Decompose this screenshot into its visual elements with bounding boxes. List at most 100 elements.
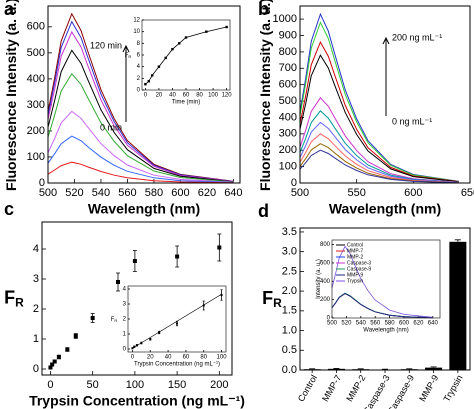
x-tick-label: MMP-9	[417, 373, 440, 403]
axes-frame	[41, 221, 233, 376]
series-line	[331, 293, 433, 319]
y-tick-label: 2.0	[282, 285, 297, 297]
series-line	[47, 12, 234, 182]
x-tick-label: Trypsin	[441, 373, 464, 403]
point	[135, 344, 138, 347]
point	[158, 331, 161, 334]
point	[140, 342, 143, 344]
x-tick-label: 100	[217, 355, 228, 361]
x-tick-label: 540	[356, 321, 367, 327]
y-tick-label: 0	[123, 347, 127, 353]
y-axis-title-sub: R	[128, 54, 131, 59]
x-tick-label: 0	[47, 379, 53, 391]
x-tick-label: 580	[385, 321, 396, 327]
y-tick-label: 100	[279, 161, 297, 173]
series-line	[299, 149, 459, 184]
y-tick-label: 300	[27, 99, 45, 111]
legend-label: MMP-7	[347, 248, 363, 254]
x-tick-label: 600	[171, 187, 189, 199]
y-tick-label: 600	[27, 21, 45, 33]
x-tick-label: 560	[370, 321, 381, 327]
bar	[327, 368, 345, 370]
x-tick-label: 500	[291, 187, 309, 199]
panel-label: a	[4, 0, 15, 19]
panel-label: b	[258, 0, 269, 19]
y-tick-label: 0	[137, 88, 141, 94]
y-axis-title: Intensity (a. u.)	[316, 259, 322, 299]
point	[144, 82, 147, 86]
y-tick-label: 12	[133, 18, 140, 24]
x-tick-label: 100	[208, 93, 219, 99]
y-axis-title: Fluorescence Intensity (a. u.)	[257, 0, 273, 191]
point	[178, 42, 181, 45]
x-tick-label: 60	[183, 93, 190, 99]
point	[217, 245, 222, 250]
x-tick-label: 60	[183, 355, 190, 361]
x-tick-label: 640	[428, 321, 439, 327]
y-tick-label: 700	[279, 62, 297, 74]
axes-frame	[299, 5, 471, 184]
x-tick-label: 500	[39, 187, 57, 199]
panel: b 0 100 200 300 400 500 600 700 800 900 1000 500 550 6…	[257, 0, 474, 217]
series-line	[299, 143, 459, 184]
x-tick-label: 520	[65, 187, 83, 199]
y-tick-label: 4	[33, 243, 39, 255]
x-tick-label: 20	[147, 355, 154, 361]
y-tick-label: 3	[123, 302, 127, 308]
x-tick-label: 600	[404, 187, 422, 199]
annotation-arrow	[122, 44, 130, 122]
y-axis-title: FR	[125, 53, 132, 59]
x-tick-label: MMP-2	[344, 373, 367, 403]
x-tick-label: 40	[165, 355, 172, 361]
point	[90, 316, 95, 320]
x-tick-label: MMP-7	[320, 373, 343, 403]
y-tick-label: 6	[137, 53, 141, 59]
y-tick-label: 3.0	[282, 246, 297, 258]
bar	[449, 241, 467, 370]
y-tick-label: 600	[320, 261, 331, 267]
y-tick-label: 500	[27, 47, 45, 59]
y-tick-label: 800	[279, 46, 297, 58]
y-tick-label: 400	[279, 111, 297, 123]
series-line	[299, 110, 459, 183]
series-line	[299, 54, 459, 183]
x-axis-title: Wavelength (nm)	[88, 201, 200, 217]
y-tick-label: 1000	[273, 13, 297, 25]
legend-label: Control	[347, 242, 363, 248]
annotation: 0 min	[100, 122, 122, 132]
y-tick-label: 0	[33, 363, 39, 375]
x-axis-title: Wavelength (nm)	[329, 201, 441, 217]
y-tick-label: 800	[320, 242, 331, 248]
legend-label: MMP-2	[347, 254, 363, 260]
error-bar	[454, 239, 461, 242]
point	[175, 254, 180, 259]
y-tick-label: 3	[33, 273, 39, 285]
y-tick-label: 2.5	[282, 265, 297, 277]
series-line	[145, 26, 227, 85]
legend-label: Caspase-9	[347, 266, 371, 272]
axes-frame	[331, 239, 441, 319]
y-tick-label: 3.5	[282, 226, 297, 238]
y-tick-label: 4	[123, 287, 127, 293]
y-axis-title: FR	[4, 287, 24, 309]
x-axis-title: Trypsin Concentration (ng mL⁻¹)	[134, 362, 220, 368]
y-axis-title-main: F	[111, 317, 115, 323]
y-axis-title-sub: R	[273, 296, 282, 310]
y-axis-title-main: Intensity (a. u.)	[316, 259, 322, 299]
series-line	[47, 20, 234, 182]
x-tick-label: 200	[210, 379, 228, 391]
point	[73, 334, 78, 338]
x-tick-label: 650	[461, 187, 474, 199]
point	[56, 355, 61, 359]
y-tick-label: 1.0	[282, 324, 297, 336]
y-tick-label: 8	[137, 41, 141, 47]
x-tick-label: 150	[168, 379, 186, 391]
y-tick-label: 400	[320, 279, 331, 285]
x-tick-label: 120	[222, 93, 233, 99]
y-tick-label: 2	[33, 303, 39, 315]
y-axis-title: FR	[262, 288, 282, 310]
x-tick-label: 40	[169, 93, 176, 99]
y-tick-label: 400	[27, 73, 45, 85]
